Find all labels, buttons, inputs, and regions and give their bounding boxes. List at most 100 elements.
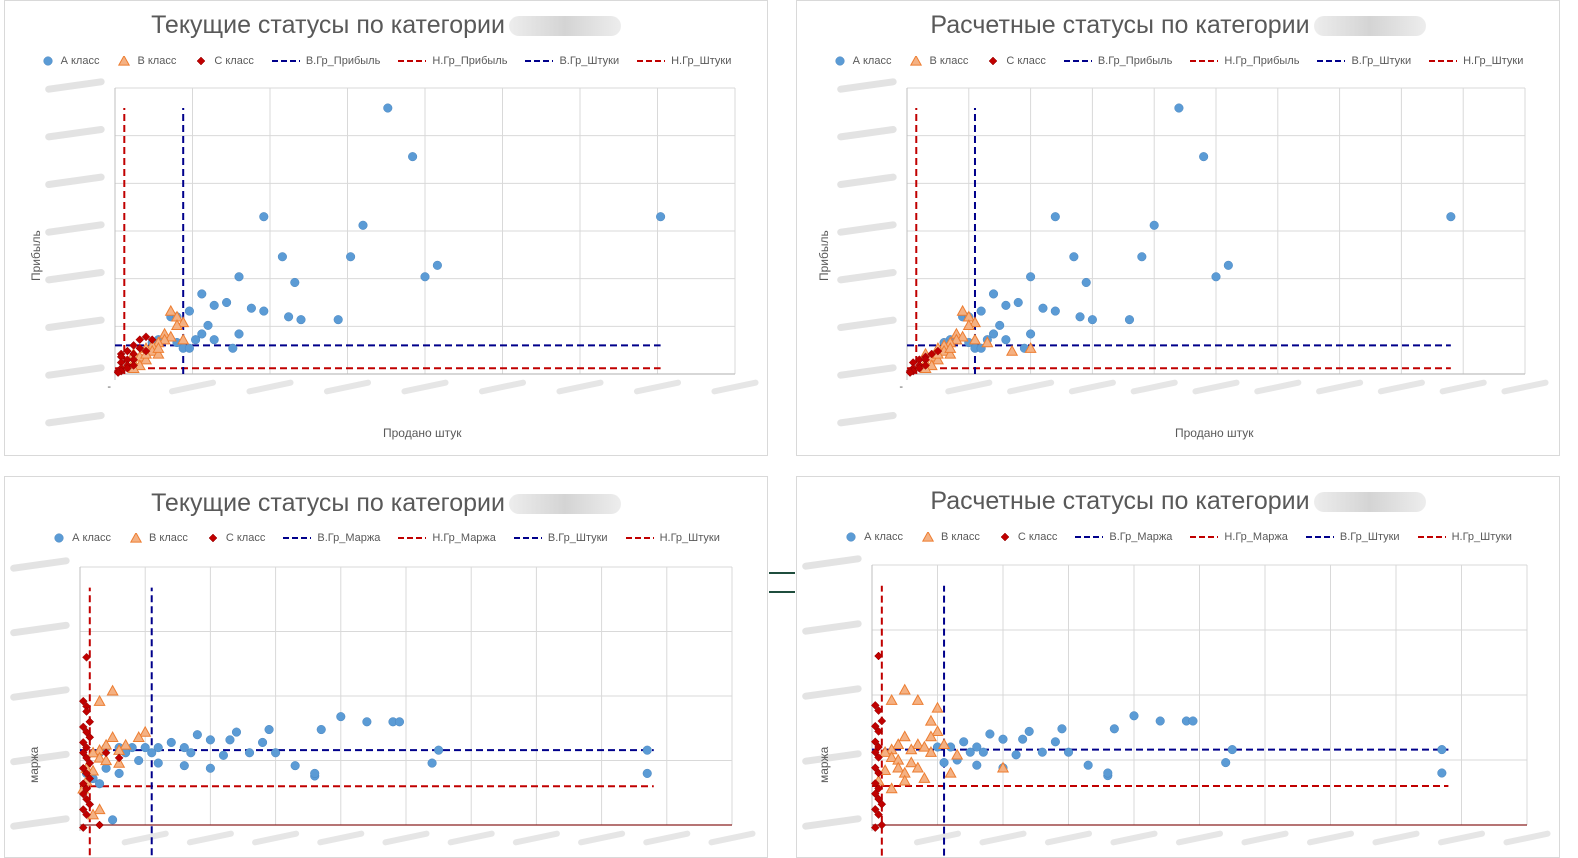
data-point [218,750,228,760]
series-group [872,683,1010,794]
x-tick-label-blur [633,379,682,395]
legend-swatch [1317,60,1346,62]
data-point [184,306,194,316]
y-tick-label-blur [45,316,105,332]
legend-item: С класс [194,55,254,67]
tick-labels-redacted [802,555,1551,846]
legend-label: В.Гр_Прибыль [1097,55,1173,67]
redacted-category-blur [1313,16,1426,37]
legend-label: В.Гр_Прибыль [305,55,381,67]
legend-marker-swatch [921,532,935,542]
data-point [870,747,880,757]
chart-panel-estimated-profit[interactable]: - Расчетные статусы по категории А класс… [796,0,1560,456]
data-point [336,712,346,722]
x-tick-label-blur [1377,379,1425,395]
data-point [985,729,995,739]
data-point [905,368,915,377]
chart-panel-estimated-margin[interactable]: Расчетные статусы по категории А класс В … [796,476,1560,858]
x-axis-title: Продано штук [1175,426,1254,440]
legend-label: В.Гр_Штуки [547,532,608,544]
y-tick-label-blur [837,221,897,236]
data-point [892,761,905,773]
data-point [383,103,393,113]
legend-label: С класс [225,532,266,544]
legend-label: Н.Гр_Прибыль [432,55,508,67]
data-point [972,742,982,752]
data-point [944,347,957,359]
data-point [246,303,256,313]
data-point [139,353,153,365]
data-point [231,727,242,737]
legend-item: С класс [206,532,265,544]
legend-item: Н.Гр_Штуки [637,55,731,67]
y-tick-label-blur [45,221,105,236]
data-point [209,335,219,345]
data-point [1038,303,1048,313]
data-point [1001,300,1011,310]
series-group [78,652,124,832]
legend-item: Н.Гр_Штуки [625,532,720,544]
data-point [85,717,95,727]
data-point [82,727,91,737]
legend-marker-swatch [835,56,845,66]
y-axis-title: Прибыль [29,230,43,281]
legend-label: В.Гр_Штуки [1339,531,1400,543]
data-point [1081,277,1091,288]
y-tick-label-blur [802,685,862,700]
chart-panel-current-profit[interactable]: - Текущие статусы по категории А класс В … [4,0,768,456]
data-point [956,304,969,316]
chart-title: Расчетные статусы по категории [797,11,1559,40]
x-tick-label-blur [556,379,604,395]
data-point [1149,220,1159,230]
series-group [939,103,1456,353]
data-point [290,761,300,771]
data-point [968,316,982,328]
legend-label: В класс [929,55,969,67]
data-point [874,794,883,804]
data-point [1227,745,1237,755]
data-point [1103,768,1113,778]
legend-swatch [283,537,312,539]
data-point [166,737,176,747]
chart-panel-current-margin[interactable]: Текущие статусы по категории А класс В кл… [4,476,768,858]
legend-item: С класс [986,55,1046,67]
legend-label: Н.Гр_Маржа [432,532,496,544]
legend-item: Н.Гр_Прибыль [398,55,507,67]
data-point [939,758,949,768]
data-point [1057,724,1067,734]
legend-marker-swatch [1000,532,1010,542]
data-point [119,738,132,750]
data-point [978,747,988,757]
y-tick-label-blur [10,621,70,637]
data-point [924,730,937,742]
legend-swatch [208,533,218,543]
legend-label: В класс [941,531,980,543]
legend-marker-swatch [118,56,131,66]
x-tick-label-blur [121,830,169,846]
series-group [147,103,666,353]
data-point [129,341,138,350]
data-point [870,823,880,832]
data-point [898,730,911,742]
data-point [1026,272,1036,282]
data-point [642,768,652,778]
legend-swatch [1000,532,1010,542]
legend-label: С класс [1006,55,1046,67]
data-point [78,823,88,832]
data-point [933,346,943,356]
data-point [222,297,232,308]
data-point [1063,747,1074,757]
tick-labels-redacted [10,557,756,846]
data-point [1050,212,1060,222]
x-tick-label-blur [447,830,495,846]
data-point [432,260,442,270]
data-point [82,707,91,716]
data-point [362,717,372,727]
data-point [147,335,157,345]
x-tick-label-blur [1372,830,1420,846]
legend-marker-swatch [988,56,998,66]
x-tick-label-blur [1501,379,1549,395]
data-point [139,725,152,737]
y-tick-label-blur [802,555,862,570]
x-tick-label-blur [317,830,365,846]
